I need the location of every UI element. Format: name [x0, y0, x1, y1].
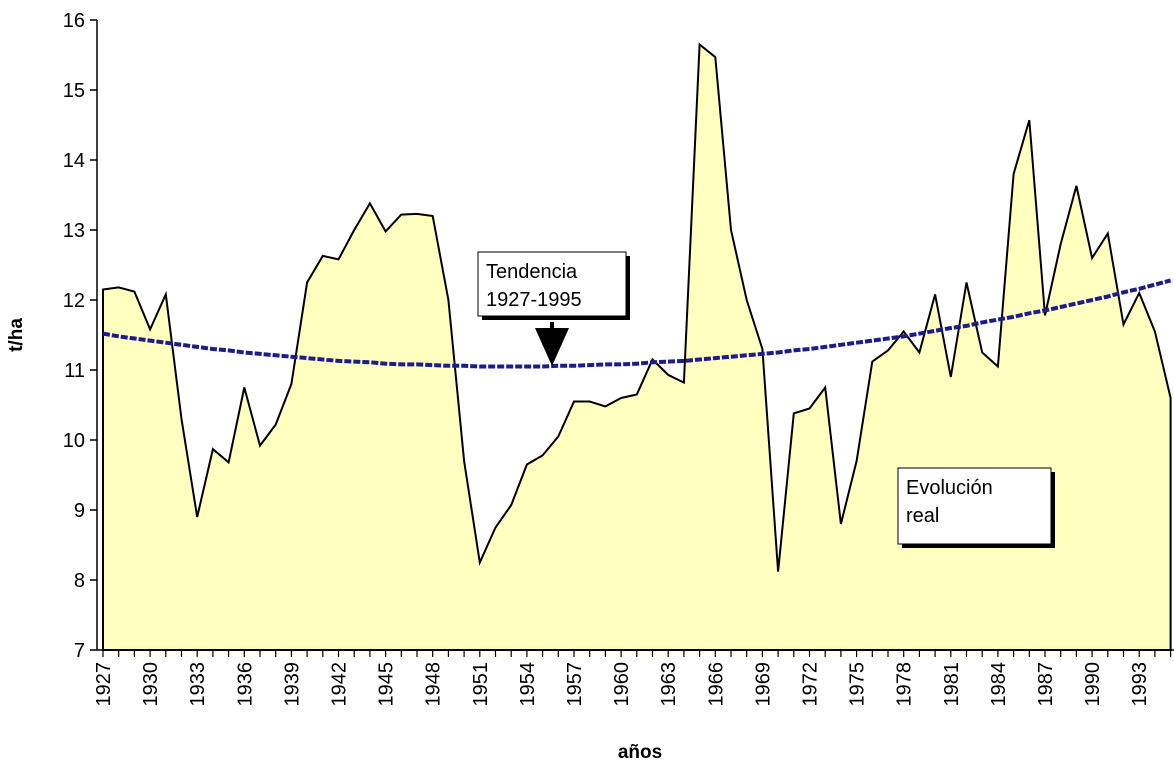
x-tick-label: 1978	[894, 662, 916, 707]
y-tick-label: 7	[74, 640, 85, 662]
x-tick-label: 1939	[281, 662, 303, 707]
y-tick-label: 8	[74, 570, 85, 592]
x-tick-label: 1990	[1082, 662, 1104, 707]
x-tick-label: 1960	[611, 662, 633, 707]
arrow-head	[535, 328, 569, 366]
y-tick-label: 12	[63, 290, 85, 312]
y-tick-label: 15	[63, 80, 85, 102]
y-tick-label: 9	[74, 500, 85, 522]
x-tick-label: 1954	[517, 662, 539, 707]
x-tick-label: 1942	[329, 662, 351, 707]
y-tick-label: 14	[63, 150, 85, 172]
annotation-text: Evolución	[906, 477, 993, 499]
area	[102, 42, 1172, 651]
x-tick-label: 1951	[470, 662, 492, 707]
annotation-box	[477, 251, 627, 317]
x-axis-label: años	[618, 742, 662, 763]
x-tick-label: 1936	[234, 662, 256, 707]
y-tick-label: 11	[64, 360, 85, 382]
x-tick-label: 1933	[187, 662, 209, 707]
annotation-text: Tendencia	[486, 261, 578, 283]
x-tick-label: 1987	[1035, 662, 1057, 707]
x-tick-label: 1957	[564, 662, 586, 707]
x-tick-label: 1927	[93, 662, 115, 707]
x-tick-label: 1993	[1129, 662, 1151, 707]
annotation-text: real	[906, 505, 939, 527]
x-tick-label: 1972	[800, 662, 822, 707]
x-tick-label: 1981	[941, 662, 963, 707]
y-tick-label: 10	[63, 430, 85, 452]
annotation-box	[897, 467, 1052, 545]
x-tick-label: 1984	[988, 662, 1010, 707]
x-tick-label: 1963	[658, 662, 680, 707]
x-tick-label: 1930	[140, 662, 162, 707]
x-tick-label: 1948	[423, 662, 445, 707]
x-tick-label: 1969	[752, 662, 774, 707]
x-tick-label: 1966	[705, 662, 727, 707]
annotation-text: 1927-1995	[486, 289, 582, 311]
y-tick-label: 16	[63, 10, 85, 32]
x-tick-label: 1945	[376, 662, 398, 707]
y-axis-label: t/ha	[6, 318, 27, 352]
x-tick-label: 1975	[847, 662, 869, 707]
y-tick-label: 13	[63, 220, 85, 242]
trend-line	[102, 278, 1172, 369]
